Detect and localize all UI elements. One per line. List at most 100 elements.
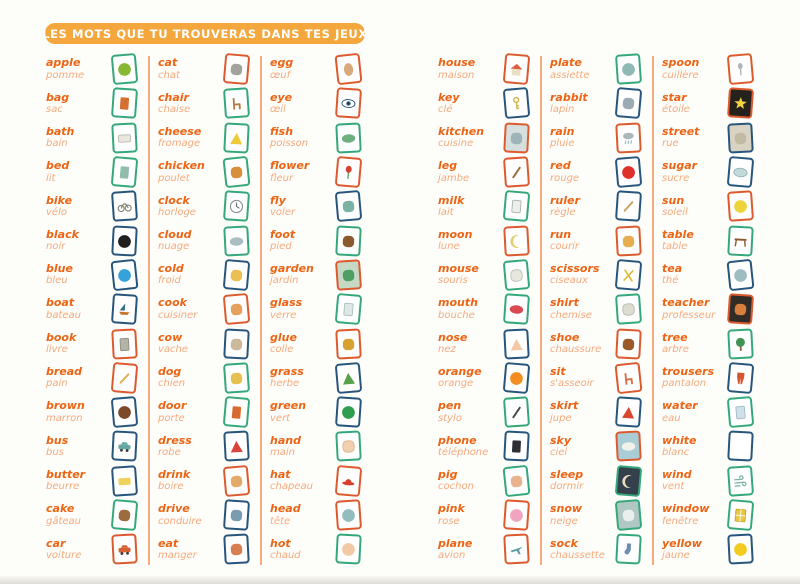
word-column-4: house maison key clé kitchen cuisine leg jambe m… <box>438 52 535 566</box>
bed-icon <box>115 163 133 181</box>
word-entry-nose: nose nez <box>438 326 535 360</box>
word-entry-hand: hand main <box>270 429 367 463</box>
french-translation: chaud <box>270 549 301 561</box>
word-entry-trousers: trousers pantalon <box>662 361 759 395</box>
word-entry-egg: egg œuf <box>270 52 367 86</box>
french-translation: cuillère <box>662 69 699 81</box>
word-entry-moon: moon lune <box>438 223 535 257</box>
boat-card <box>110 293 139 326</box>
dog-card <box>222 361 251 394</box>
word-entry-drink: drink boire <box>158 464 255 498</box>
drink-icon <box>227 471 245 489</box>
dog-icon <box>227 369 245 387</box>
french-translation: s'asseoir <box>550 378 594 390</box>
word-labels: nose nez <box>438 331 504 356</box>
word-labels: bread pain <box>46 365 112 390</box>
french-translation: chaussure <box>550 344 602 356</box>
french-translation: règle <box>550 206 576 218</box>
french-translation: fromage <box>158 138 201 150</box>
pen-icon <box>507 403 525 421</box>
french-translation: rouge <box>550 172 580 184</box>
word-entry-mouse: mouse souris <box>438 258 535 292</box>
english-word: spoon <box>662 56 700 70</box>
nose-card <box>503 327 530 360</box>
word-labels: pen stylo <box>438 400 504 424</box>
star-card <box>726 87 755 120</box>
word-entry-mouth: mouth bouche <box>438 292 535 326</box>
word-labels: butter beurre <box>46 468 112 493</box>
hot-icon <box>340 540 358 558</box>
french-translation: colle <box>270 344 294 356</box>
french-translation: froid <box>158 275 181 287</box>
word-labels: bag sac <box>46 90 112 116</box>
word-labels: sky ciel <box>550 434 616 459</box>
word-entry-eat: eat manger <box>158 532 255 566</box>
word-labels: car voiture <box>46 537 112 562</box>
english-word: bag <box>46 90 70 104</box>
drink-card <box>222 464 251 497</box>
english-word: trousers <box>662 365 715 379</box>
word-entry-fish: fish poisson <box>270 121 367 155</box>
cheese-card <box>223 122 250 154</box>
french-translation: lapin <box>550 104 575 115</box>
word-column-6: spoon cuillère star étoile street rue sugar suc… <box>662 52 759 566</box>
english-word: sun <box>662 193 685 207</box>
star-icon <box>731 94 749 112</box>
word-labels: foot pied <box>270 227 336 253</box>
shoe-card <box>615 327 642 360</box>
cow-icon <box>228 335 246 353</box>
french-translation: bain <box>46 138 68 150</box>
fly-card <box>334 190 363 223</box>
french-translation: tête <box>270 515 291 527</box>
word-labels: rain pluie <box>550 125 616 150</box>
french-translation: voler <box>270 206 296 218</box>
word-labels: white blanc <box>662 434 728 459</box>
dress-card <box>223 430 250 463</box>
english-word: cat <box>158 56 178 70</box>
cake-icon <box>115 506 133 524</box>
word-labels: orange orange <box>438 365 504 390</box>
english-word: sit <box>550 365 566 379</box>
english-word: mouse <box>438 262 479 276</box>
yellow-icon <box>732 540 750 558</box>
english-word: phone <box>438 433 477 447</box>
chicken-card <box>222 155 251 189</box>
page-bottom-shadow <box>0 575 800 584</box>
word-entry-bath: bath bain <box>46 121 143 155</box>
tree-icon <box>732 335 750 353</box>
table-card <box>727 224 754 257</box>
word-labels: bus bus <box>46 434 112 459</box>
english-word: cake <box>46 502 75 516</box>
word-entry-brown: brown marron <box>46 395 143 429</box>
bike-card <box>110 190 139 223</box>
word-labels: shirt chemise <box>550 297 616 321</box>
door-icon <box>227 403 245 421</box>
french-translation: orange <box>438 378 474 390</box>
word-entry-rabbit: rabbit lapin <box>550 86 647 120</box>
word-entry-drive: drive conduire <box>158 498 255 532</box>
shirt-card <box>614 293 643 326</box>
french-translation: chien <box>158 378 186 390</box>
scissors-icon <box>619 266 637 284</box>
french-translation: nez <box>438 344 456 356</box>
word-labels: cake gâteau <box>46 502 112 527</box>
english-word: dog <box>158 365 182 379</box>
word-labels: spoon cuillère <box>662 57 728 81</box>
word-entry-star: star étoile <box>662 86 759 120</box>
word-labels: plane avion <box>438 537 504 562</box>
french-translation: poisson <box>270 138 309 150</box>
eye-icon <box>339 94 357 112</box>
word-entry-sock: sock chaussette <box>550 532 647 566</box>
word-labels: kitchen cuisine <box>438 125 504 150</box>
run-card <box>615 224 642 257</box>
sleep-icon <box>619 471 637 489</box>
word-entry-cat: cat chat <box>158 52 255 86</box>
word-labels: run courir <box>550 228 616 253</box>
english-word: dress <box>158 433 192 447</box>
french-translation: gâteau <box>46 515 82 527</box>
foot-icon <box>340 232 358 250</box>
plane-icon <box>508 540 526 558</box>
english-word: ruler <box>550 193 580 207</box>
english-word: foot <box>270 227 296 241</box>
word-labels: ruler règle <box>550 193 616 219</box>
